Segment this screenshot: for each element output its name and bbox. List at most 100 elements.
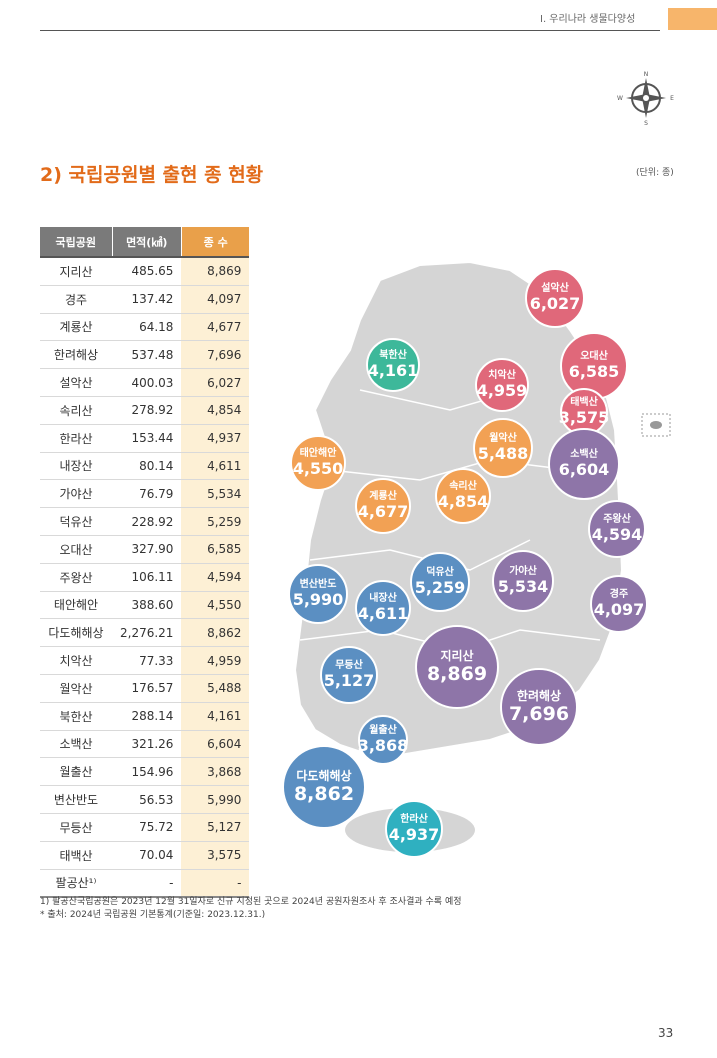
park-bubble-value: 4,550 [292, 459, 344, 478]
table-row: 북한산 288.14 4,161 [40, 702, 250, 731]
area-cell: 485.65 [112, 257, 182, 286]
park-name-cell: 오대산 [40, 535, 112, 564]
species-cell: 4,097 [181, 285, 250, 314]
park-bubble-value: 5,488 [477, 444, 529, 463]
park-bubble-value: 4,677 [357, 502, 409, 521]
table-row: 소백산 321.26 6,604 [40, 730, 250, 759]
area-cell: 537.48 [112, 340, 182, 370]
park-bubble-name: 내장산 [369, 593, 397, 604]
table-row: 월악산 176.57 5,488 [40, 674, 250, 703]
table-row: 설악산 400.03 6,027 [40, 368, 250, 397]
species-cell: 4,854 [181, 396, 250, 425]
table-row: 다도해해상 2,276.21 8,862 [40, 618, 250, 648]
header-species-count: 종 수 [181, 227, 250, 258]
table-row: 태백산 70.04 3,575 [40, 841, 250, 870]
park-name-cell: 다도해해상 [40, 618, 112, 648]
table-row: 지리산 485.65 8,869 [40, 257, 250, 286]
park-bubble-value: 4,611 [357, 604, 409, 623]
park-bubble-name: 경주 [609, 589, 629, 600]
table-row: 치악산 77.33 4,959 [40, 646, 250, 675]
header-divider [40, 30, 660, 31]
area-cell: 176.57 [112, 674, 182, 703]
park-bubble: 내장산 4,611 [355, 580, 411, 636]
park-bubble-name: 북한산 [379, 350, 407, 361]
park-bubble-name: 변산반도 [299, 579, 337, 590]
park-name-cell: 주왕산 [40, 563, 112, 592]
park-bubble: 치악산 4,959 [475, 358, 529, 412]
area-cell: 75.72 [112, 813, 182, 842]
species-cell: 8,862 [181, 618, 250, 648]
park-bubble: 한려해상 7,696 [500, 668, 578, 746]
page-title: 2) 국립공원별 출현 종 현황 [40, 164, 264, 186]
park-bubble-name: 오대산 [580, 351, 608, 362]
area-cell: 154.96 [112, 757, 182, 787]
area-cell: 388.60 [112, 591, 182, 620]
park-bubble: 북한산 4,161 [366, 338, 420, 392]
park-bubble-value: 5,127 [323, 671, 375, 690]
species-cell: 4,594 [181, 563, 250, 592]
park-bubble-name: 속리산 [449, 481, 477, 492]
area-cell: 76.79 [112, 479, 182, 509]
table-row: 가야산 76.79 5,534 [40, 479, 250, 509]
table-row: 내장산 80.14 4,611 [40, 452, 250, 481]
header-area: 면적(㎢) [112, 227, 182, 258]
park-bubble-name: 설악산 [541, 283, 569, 294]
area-cell: 137.42 [112, 285, 182, 314]
park-bubble: 주왕산 4,594 [588, 500, 646, 558]
park-name-cell: 경주 [40, 285, 112, 314]
park-bubble: 설악산 6,027 [525, 268, 585, 328]
park-name-cell: 덕유산 [40, 507, 112, 536]
area-cell: - [112, 869, 182, 899]
park-bubble: 월악산 5,488 [473, 418, 533, 478]
compass-icon: N S W E [617, 71, 674, 126]
park-bubble: 태안해안 4,550 [290, 435, 346, 491]
compass-e-label: E [670, 95, 674, 102]
park-bubble-value: 8,862 [293, 783, 355, 805]
table-row: 오대산 327.90 6,585 [40, 535, 250, 564]
table-row: 주왕산 106.11 4,594 [40, 563, 250, 592]
park-bubble-name: 한라산 [400, 814, 428, 825]
park-bubble: 지리산 8,869 [415, 625, 499, 709]
table-row: 경주 137.42 4,097 [40, 285, 250, 314]
area-cell: 278.92 [112, 396, 182, 425]
park-bubble-name: 태백산 [570, 397, 598, 408]
park-bubble-value: 6,027 [529, 294, 581, 313]
area-cell: 80.14 [112, 452, 182, 481]
species-cell: 4,550 [181, 591, 250, 620]
park-bubble-name: 치악산 [488, 370, 516, 381]
park-bubble-value: 4,161 [367, 361, 419, 380]
area-cell: 2,276.21 [112, 618, 182, 648]
park-name-cell: 내장산 [40, 452, 112, 481]
species-cell: 6,585 [181, 535, 250, 564]
unit-label: (단위: 종) [636, 168, 674, 178]
park-bubble-value: 6,585 [568, 362, 620, 381]
area-cell: 400.03 [112, 368, 182, 397]
species-cell: 4,161 [181, 702, 250, 731]
park-bubble-name: 한려해상 [516, 689, 562, 703]
species-cell: 5,259 [181, 507, 250, 536]
park-bubble-name: 월출산 [369, 725, 397, 736]
park-bubble-value: 3,868 [357, 736, 409, 755]
ulleung-island-shape [650, 421, 662, 429]
area-cell: 64.18 [112, 313, 182, 342]
park-bubble-name: 지리산 [440, 649, 474, 663]
table-row: 무등산 75.72 5,127 [40, 813, 250, 842]
park-name-cell: 속리산 [40, 396, 112, 425]
table-header-row: 국립공원 면적(㎢) 종 수 [40, 227, 250, 258]
species-cell: 8,869 [181, 257, 250, 286]
species-cell: 3,868 [181, 757, 250, 787]
park-bubble-value: 5,990 [292, 590, 344, 609]
compass-s-label: S [644, 120, 648, 126]
park-name-cell: 한라산 [40, 424, 112, 453]
species-cell: 5,127 [181, 813, 250, 842]
area-cell: 228.92 [112, 507, 182, 536]
park-name-cell: 팔공산¹⁾ [40, 869, 112, 899]
park-bubble-value: 5,534 [497, 577, 549, 596]
park-bubble: 덕유산 5,259 [410, 552, 470, 612]
park-name-cell: 한려해상 [40, 340, 112, 370]
header-section-label: Ⅰ. 우리나라 생물다양성 [540, 14, 636, 25]
area-cell: 70.04 [112, 841, 182, 870]
park-name-cell: 소백산 [40, 730, 112, 759]
area-cell: 77.33 [112, 646, 182, 675]
park-bubble-value: 4,594 [591, 525, 643, 544]
